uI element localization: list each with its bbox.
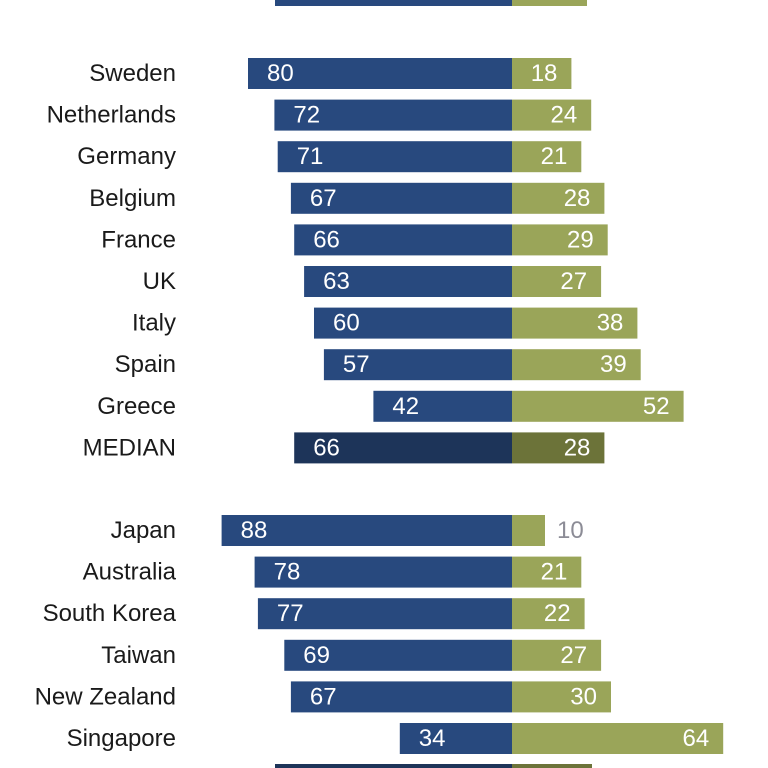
bar-left-netherlands — [274, 99, 512, 131]
value-left-australia: 78 — [274, 559, 301, 586]
bar-left-australia — [254, 556, 512, 588]
value-left-south-korea: 77 — [277, 600, 304, 627]
bar-right-italy — [512, 307, 638, 339]
row-label-belgium: Belgium — [89, 185, 176, 212]
value-right-new-zealand: 30 — [570, 683, 597, 710]
row-label-germany: Germany — [77, 143, 176, 170]
bar-right-median — [512, 432, 605, 464]
row-label-sweden: Sweden — [89, 60, 176, 87]
row-label-new-zealand: New Zealand — [35, 683, 176, 710]
value-left-netherlands: 72 — [293, 102, 320, 129]
cropped-top-bar-left — [275, 0, 512, 6]
bar-left-south-korea — [257, 598, 512, 630]
bar-left-singapore — [399, 723, 512, 754]
row-label-japan: Japan — [111, 517, 176, 544]
bar-left-spain — [323, 349, 512, 381]
value-right-netherlands: 24 — [550, 102, 577, 129]
bar-right-belgium — [512, 182, 605, 214]
row-label-spain: Spain — [115, 351, 176, 378]
cropped-bottom-bar-right — [512, 764, 592, 768]
bar-right-france — [512, 224, 608, 256]
value-left-uk: 63 — [323, 268, 350, 295]
row-label-median: MEDIAN — [83, 434, 176, 461]
value-left-new-zealand: 67 — [310, 683, 337, 710]
bar-left-italy — [314, 307, 512, 339]
value-right-uk: 27 — [560, 268, 587, 295]
bar-left-greece — [373, 390, 512, 422]
bar-left-france — [294, 224, 512, 256]
bar-left-japan — [221, 515, 512, 546]
value-right-italy: 38 — [597, 310, 624, 337]
value-left-germany: 71 — [297, 143, 324, 170]
value-left-sweden: 80 — [267, 60, 294, 87]
bar-right-germany — [512, 141, 582, 173]
value-left-median: 66 — [313, 434, 340, 461]
value-right-sweden: 18 — [531, 60, 558, 87]
row-label-taiwan: Taiwan — [101, 642, 176, 669]
bar-right-greece — [512, 390, 684, 422]
value-right-taiwan: 27 — [560, 642, 587, 669]
value-left-belgium: 67 — [310, 185, 337, 212]
value-left-greece: 42 — [392, 393, 419, 420]
bar-left-median — [294, 432, 512, 464]
cropped-bottom-bar-left — [275, 764, 512, 768]
row-label-singapore: Singapore — [67, 725, 176, 752]
row-label-australia: Australia — [83, 559, 177, 586]
value-left-spain: 57 — [343, 351, 370, 378]
row-label-france: France — [101, 226, 176, 253]
value-right-germany: 21 — [541, 143, 568, 170]
value-right-singapore: 64 — [682, 725, 709, 752]
bar-right-sweden — [512, 58, 572, 89]
value-right-spain: 39 — [600, 351, 627, 378]
row-label-italy: Italy — [132, 310, 176, 337]
value-left-italy: 60 — [333, 310, 360, 337]
row-label-greece: Greece — [97, 393, 176, 420]
bar-right-taiwan — [512, 639, 602, 671]
bar-left-belgium — [290, 182, 512, 214]
row-label-uk: UK — [143, 268, 176, 295]
value-right-france: 29 — [567, 226, 594, 253]
value-right-belgium: 28 — [564, 185, 591, 212]
value-left-france: 66 — [313, 226, 340, 253]
bar-left-new-zealand — [290, 681, 512, 713]
value-right-japan: 10 — [557, 517, 584, 544]
value-left-taiwan: 69 — [303, 642, 330, 669]
value-right-south-korea: 22 — [544, 600, 571, 627]
chart-rows: Sweden 80 18 Netherlands 72 24 Germany 71 21 Belg… — [35, 58, 724, 754]
value-right-australia: 21 — [541, 559, 568, 586]
bar-right-netherlands — [512, 99, 592, 131]
bar-right-australia — [512, 556, 582, 588]
bar-left-uk — [304, 266, 512, 297]
cropped-top-bar-right — [512, 0, 587, 6]
bar-left-sweden — [248, 58, 512, 89]
bar-right-uk — [512, 266, 602, 297]
bar-left-taiwan — [284, 639, 512, 671]
value-left-singapore: 34 — [419, 725, 446, 752]
value-right-greece: 52 — [643, 393, 670, 420]
bar-right-south-korea — [512, 598, 585, 630]
value-right-median: 28 — [564, 434, 591, 461]
row-label-netherlands: Netherlands — [47, 102, 176, 129]
bar-left-germany — [277, 141, 512, 173]
value-left-japan: 88 — [241, 517, 268, 544]
bar-right-spain — [512, 349, 641, 381]
bar-right-japan — [512, 515, 545, 546]
bar-right-new-zealand — [512, 681, 611, 713]
bar-right-singapore — [512, 723, 724, 754]
row-label-south-korea: South Korea — [43, 600, 177, 627]
